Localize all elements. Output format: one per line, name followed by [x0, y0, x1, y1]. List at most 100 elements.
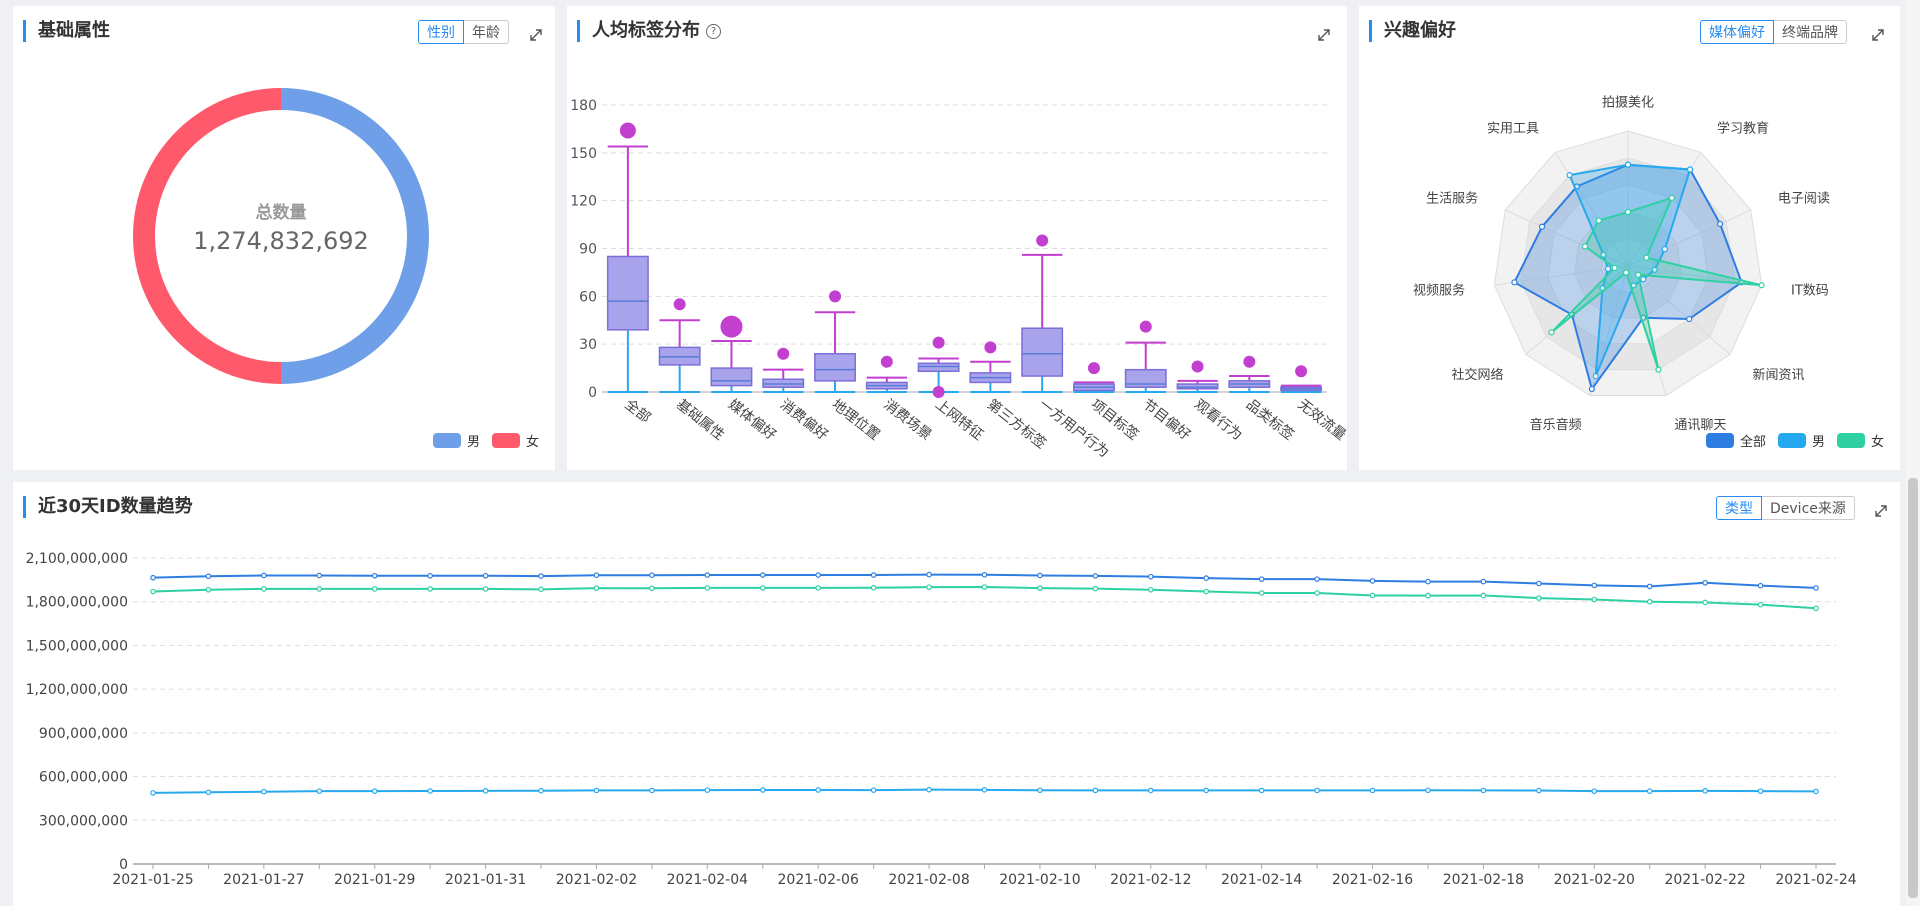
line-point[interactable]	[1092, 573, 1099, 579]
donut-slice-male[interactable]	[281, 88, 429, 384]
radar-point[interactable]	[1643, 254, 1650, 261]
outlier-point[interactable]	[673, 298, 686, 311]
line-point[interactable]	[1702, 579, 1708, 586]
outlier-point[interactable]	[1191, 360, 1204, 373]
tab-media-preference[interactable]: 媒体偏好	[1700, 20, 1774, 44]
line-point[interactable]	[1813, 788, 1819, 795]
tab-terminal-brand[interactable]: 终端品牌	[1774, 20, 1847, 44]
scrollbar-thumb[interactable]	[1908, 478, 1918, 898]
legend-item-female[interactable]: 女	[1837, 431, 1884, 450]
radar-point[interactable]	[1611, 264, 1618, 272]
line-point[interactable]	[1591, 596, 1598, 603]
line-point[interactable]	[870, 787, 877, 793]
box-12[interactable]	[1228, 375, 1271, 393]
box-4[interactable]	[814, 311, 856, 393]
line-point[interactable]	[482, 572, 489, 579]
radar-series-2[interactable]	[1550, 196, 1762, 370]
line-point[interactable]	[1037, 572, 1043, 579]
line-point[interactable]	[261, 788, 267, 795]
line-point[interactable]	[926, 571, 932, 578]
expand-icon[interactable]	[1872, 502, 1890, 520]
line-point[interactable]	[870, 572, 877, 578]
line-point[interactable]	[205, 573, 212, 580]
line-point[interactable]	[1757, 601, 1764, 608]
line-point[interactable]	[1369, 578, 1376, 584]
box-5[interactable]	[865, 376, 908, 393]
line-point[interactable]	[759, 585, 766, 591]
line-point[interactable]	[316, 788, 323, 794]
box-1[interactable]	[658, 319, 701, 393]
expand-icon[interactable]	[1315, 26, 1333, 44]
line-point[interactable]	[150, 790, 156, 796]
line-point[interactable]	[1591, 582, 1598, 589]
page-scrollbar[interactable]	[1906, 0, 1920, 906]
line-point[interactable]	[482, 788, 489, 794]
line-point[interactable]	[759, 572, 766, 578]
radar-point[interactable]	[1624, 161, 1632, 168]
line-point[interactable]	[205, 586, 212, 593]
radar-point[interactable]	[1588, 385, 1595, 393]
radar-point[interactable]	[1635, 271, 1642, 278]
line-point[interactable]	[1646, 583, 1653, 590]
line-point[interactable]	[981, 571, 988, 578]
line-point[interactable]	[981, 584, 988, 590]
line-point[interactable]	[926, 786, 932, 793]
outlier-point[interactable]	[932, 336, 945, 349]
line-point[interactable]	[649, 585, 655, 592]
radar-point[interactable]	[1655, 366, 1662, 373]
line-point[interactable]	[1702, 599, 1708, 606]
outlier-point[interactable]	[932, 386, 945, 398]
outlier-point[interactable]	[829, 290, 842, 303]
line-point[interactable]	[1314, 590, 1320, 596]
donut-slice-female[interactable]	[133, 88, 281, 384]
line-point[interactable]	[1480, 578, 1487, 585]
radar-point[interactable]	[1566, 172, 1573, 179]
line-point[interactable]	[1591, 788, 1598, 794]
tab-age[interactable]: 年龄	[464, 20, 509, 44]
line-point[interactable]	[1037, 585, 1043, 591]
radar-point[interactable]	[1600, 251, 1607, 258]
outlier-point[interactable]	[880, 355, 893, 368]
line-point[interactable]	[427, 572, 433, 579]
radar-point[interactable]	[1592, 373, 1599, 380]
outlier-point[interactable]	[1087, 362, 1100, 375]
box-9[interactable]	[1073, 381, 1115, 393]
line-point[interactable]	[371, 586, 378, 592]
line-point[interactable]	[371, 788, 378, 794]
outlier-point[interactable]	[1036, 234, 1049, 247]
line-point[interactable]	[1314, 787, 1320, 794]
radar-point[interactable]	[1686, 315, 1693, 323]
line-point[interactable]	[649, 572, 655, 578]
line-point[interactable]	[1757, 582, 1764, 589]
radar-point[interactable]	[1595, 217, 1602, 224]
radar-point[interactable]	[1668, 194, 1675, 201]
line-point[interactable]	[981, 787, 988, 793]
line-point[interactable]	[1425, 592, 1431, 599]
box-10[interactable]	[1124, 341, 1167, 393]
line-point[interactable]	[1646, 788, 1653, 794]
line-point[interactable]	[150, 588, 156, 595]
radar-point[interactable]	[1581, 243, 1589, 250]
line-point[interactable]	[1258, 787, 1265, 794]
radar-point[interactable]	[1717, 220, 1724, 228]
line-point[interactable]	[1258, 590, 1265, 596]
radar-point[interactable]	[1624, 208, 1632, 216]
radar-point[interactable]	[1758, 282, 1765, 289]
line-point[interactable]	[593, 787, 600, 794]
line-point[interactable]	[1203, 787, 1210, 794]
line-point[interactable]	[1813, 605, 1819, 612]
line-point[interactable]	[1813, 585, 1819, 591]
line-point[interactable]	[1369, 787, 1376, 794]
radar-point[interactable]	[1604, 265, 1612, 272]
line-point[interactable]	[704, 787, 711, 793]
line-point[interactable]	[593, 585, 600, 591]
legend-item-female[interactable]: 女	[492, 431, 539, 450]
line-point[interactable]	[1425, 578, 1431, 585]
line-point[interactable]	[815, 585, 822, 591]
line-point[interactable]	[538, 586, 544, 593]
radar-point[interactable]	[1622, 269, 1630, 276]
box-11[interactable]	[1176, 379, 1219, 393]
outlier-point[interactable]	[777, 347, 790, 360]
line-point[interactable]	[759, 787, 766, 793]
line-point[interactable]	[261, 572, 267, 579]
